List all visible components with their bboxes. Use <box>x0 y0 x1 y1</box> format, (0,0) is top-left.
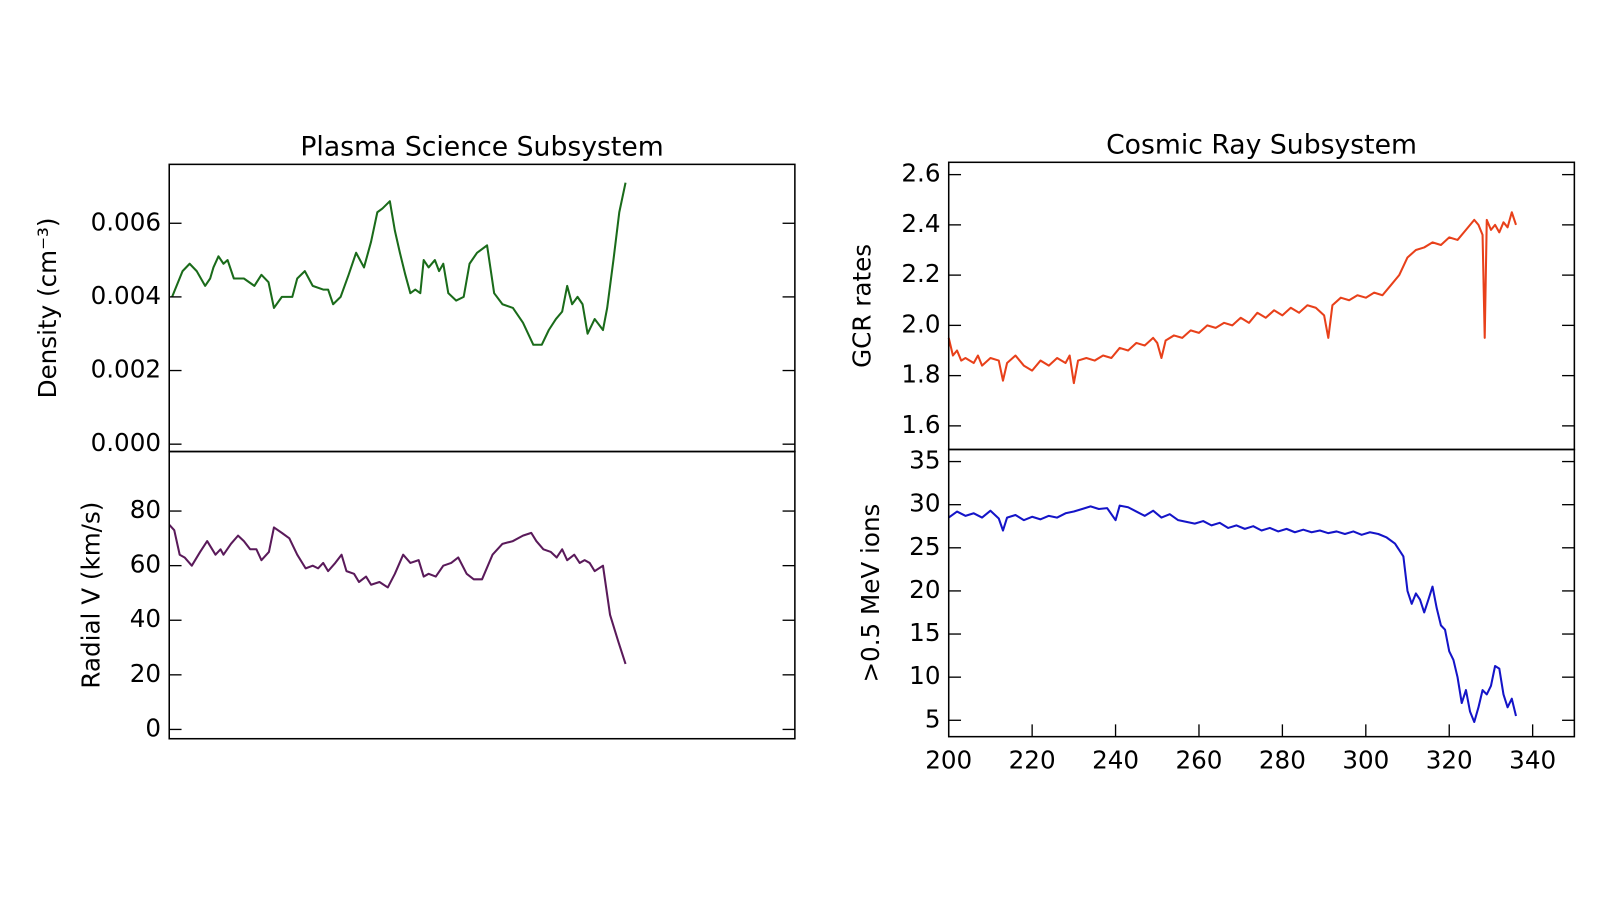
y-tick-label: 35 <box>909 446 940 475</box>
y-tick-label: 0.006 <box>91 207 161 236</box>
x-tick-label: 260 <box>1175 745 1222 774</box>
plot-frame <box>168 163 796 453</box>
data-line <box>171 182 627 346</box>
plot-frame <box>947 161 1576 451</box>
y-tick-label: 0 <box>145 713 161 742</box>
y-axis-label: GCR rates <box>848 244 877 368</box>
plot-frame <box>168 450 796 740</box>
y-tick-label: 2.2 <box>901 259 940 288</box>
y-tick-label: 20 <box>909 575 940 604</box>
x-tick-label: 240 <box>1092 745 1139 774</box>
y-tick-label: 80 <box>130 495 161 524</box>
y-tick-label: 25 <box>909 532 940 561</box>
data-line <box>168 523 627 665</box>
y-axis-label: Density (cm⁻³) <box>33 217 62 398</box>
y-tick-label: 1.6 <box>901 410 940 439</box>
y-tick-label: 15 <box>909 618 940 647</box>
y-tick-label: 30 <box>909 489 940 518</box>
y-axis-label: >0.5 MeV ions <box>856 504 885 683</box>
x-tick-label: 300 <box>1342 745 1389 774</box>
y-tick-label: 60 <box>130 550 161 579</box>
data-line <box>947 211 1517 385</box>
y-axis-label: Radial V (km/s) <box>76 502 105 689</box>
plot-frame <box>947 448 1576 738</box>
x-tick-label: 340 <box>1509 745 1556 774</box>
y-tick-label: 2.4 <box>901 209 940 238</box>
panel-title: Plasma Science Subsystem <box>300 131 663 162</box>
y-tick-label: 2.6 <box>901 159 940 188</box>
y-tick-label: 2.0 <box>901 309 940 338</box>
y-tick-label: 0.000 <box>91 428 161 457</box>
y-tick-label: 0.004 <box>91 281 161 310</box>
y-tick-label: 40 <box>130 604 161 633</box>
y-tick-label: 5 <box>925 704 941 733</box>
y-tick-label: 1.8 <box>901 360 940 389</box>
x-tick-label: 200 <box>925 745 972 774</box>
data-line <box>948 504 1517 724</box>
x-tick-label: 320 <box>1426 745 1473 774</box>
y-tick-label: 20 <box>130 659 161 688</box>
y-tick-label: 0.002 <box>91 355 161 384</box>
x-tick-label: 280 <box>1259 745 1306 774</box>
y-tick-label: 10 <box>909 661 940 690</box>
panel-title: Cosmic Ray Subsystem <box>1106 129 1417 160</box>
x-tick-label: 220 <box>1009 745 1056 774</box>
